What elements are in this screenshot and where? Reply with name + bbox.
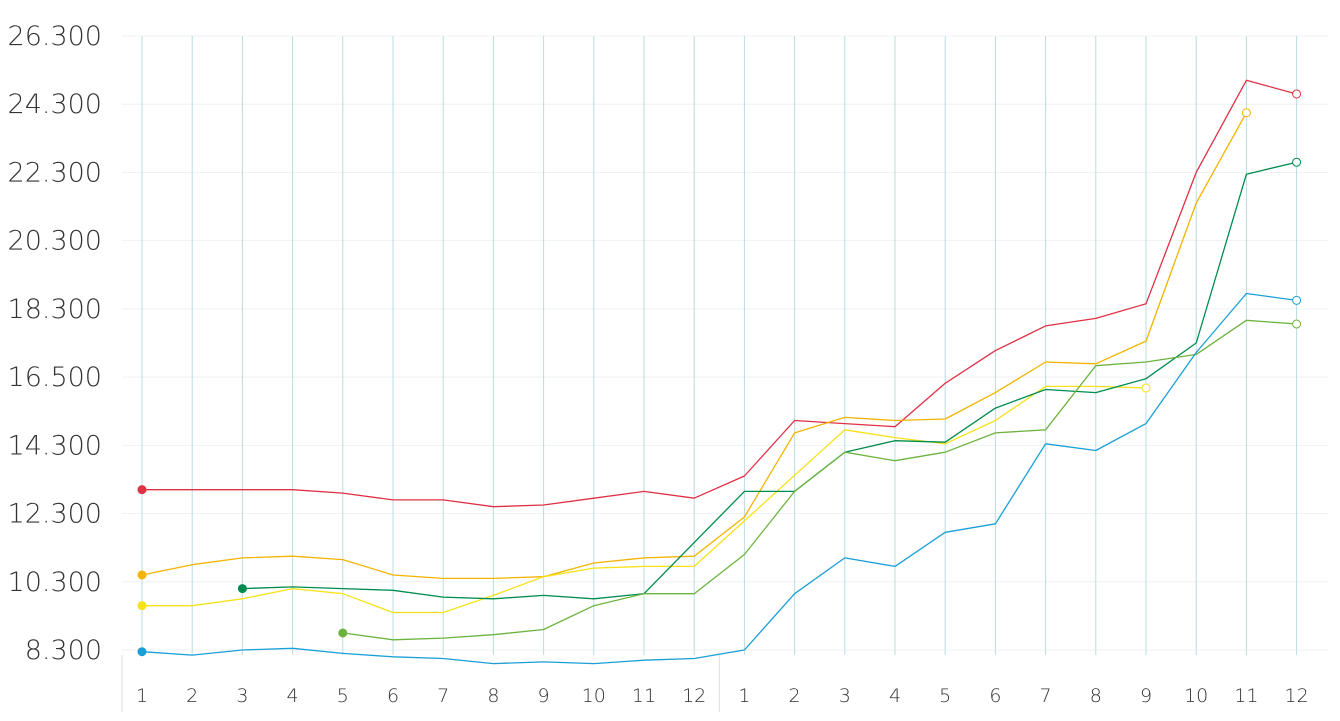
y-tick-label: 10.300 <box>8 567 102 598</box>
series-line-6 <box>141 292 1298 665</box>
x-tick-label: 8 <box>1090 685 1102 707</box>
x-tick-label: 6 <box>989 685 1001 707</box>
series-start-marker <box>338 628 348 638</box>
series-line-1 <box>141 79 1298 508</box>
series-line-4 <box>241 161 1298 600</box>
y-tick-label: 16.500 <box>8 362 102 393</box>
x-tick-label: 2 <box>186 685 198 707</box>
y-axis-tick-labels: 8.300 10.300 12.300 14.300 16.500 18.300 20.30… <box>8 21 102 666</box>
y-tick-label: 26.300 <box>8 21 102 52</box>
series-end-marker <box>1241 108 1251 118</box>
x-tick-label: 5 <box>337 685 349 707</box>
series-end-marker <box>1292 89 1302 99</box>
x-tick-label: 12 <box>1285 685 1309 707</box>
x-tick-label: 5 <box>939 685 951 707</box>
series-start-marker <box>137 647 147 657</box>
series-start-marker <box>137 601 147 611</box>
year-dividers <box>121 655 720 712</box>
y-tick-label: 24.300 <box>8 89 102 120</box>
x-tick-label: 3 <box>236 685 248 707</box>
series-lines <box>141 79 1298 665</box>
x-tick-label: 6 <box>387 685 399 707</box>
series-line-3 <box>141 385 1147 614</box>
series-line-2 <box>141 112 1248 580</box>
vertical-gridlines <box>141 36 1298 655</box>
y-tick-label: 20.300 <box>8 226 102 257</box>
x-tick-label: 4 <box>287 685 299 707</box>
y-tick-label: 18.300 <box>8 294 102 325</box>
x-tick-label: 8 <box>487 685 499 707</box>
x-axis-tick-labels: 1 2 3 4 5 6 7 8 9 10 11 12 1 2 3 4 5 6 7 8 9 10 11 12 <box>136 685 1309 707</box>
x-tick-label: 7 <box>437 685 449 707</box>
x-tick-label: 2 <box>789 685 801 707</box>
series-start-marker <box>137 570 147 580</box>
x-tick-label: 1 <box>738 685 750 707</box>
horizontal-gridlines <box>122 35 1328 651</box>
x-tick-label: 7 <box>1040 685 1052 707</box>
x-tick-label: 9 <box>1140 685 1152 707</box>
series-start-marker <box>237 584 247 594</box>
x-tick-label: 3 <box>839 685 851 707</box>
x-tick-label: 4 <box>889 685 901 707</box>
series-end-marker <box>1292 157 1302 167</box>
y-tick-label: 14.300 <box>8 430 102 461</box>
series-start-marker <box>137 485 147 495</box>
series-end-marker <box>1292 319 1302 329</box>
series-line-5 <box>342 319 1298 641</box>
y-tick-label: 12.300 <box>8 499 102 530</box>
series-end-marker <box>1292 295 1302 305</box>
x-tick-label: 10 <box>1184 685 1208 707</box>
series-end-marker <box>1141 383 1151 393</box>
y-tick-label: 22.300 <box>8 157 102 188</box>
x-tick-label: 12 <box>682 685 706 707</box>
y-tick-label: 8.300 <box>25 635 102 666</box>
x-tick-label: 1 <box>136 685 148 707</box>
x-tick-label: 11 <box>632 685 656 707</box>
series-markers <box>137 89 1302 657</box>
x-tick-label: 9 <box>538 685 550 707</box>
x-tick-label: 10 <box>582 685 606 707</box>
x-tick-label: 11 <box>1234 685 1258 707</box>
